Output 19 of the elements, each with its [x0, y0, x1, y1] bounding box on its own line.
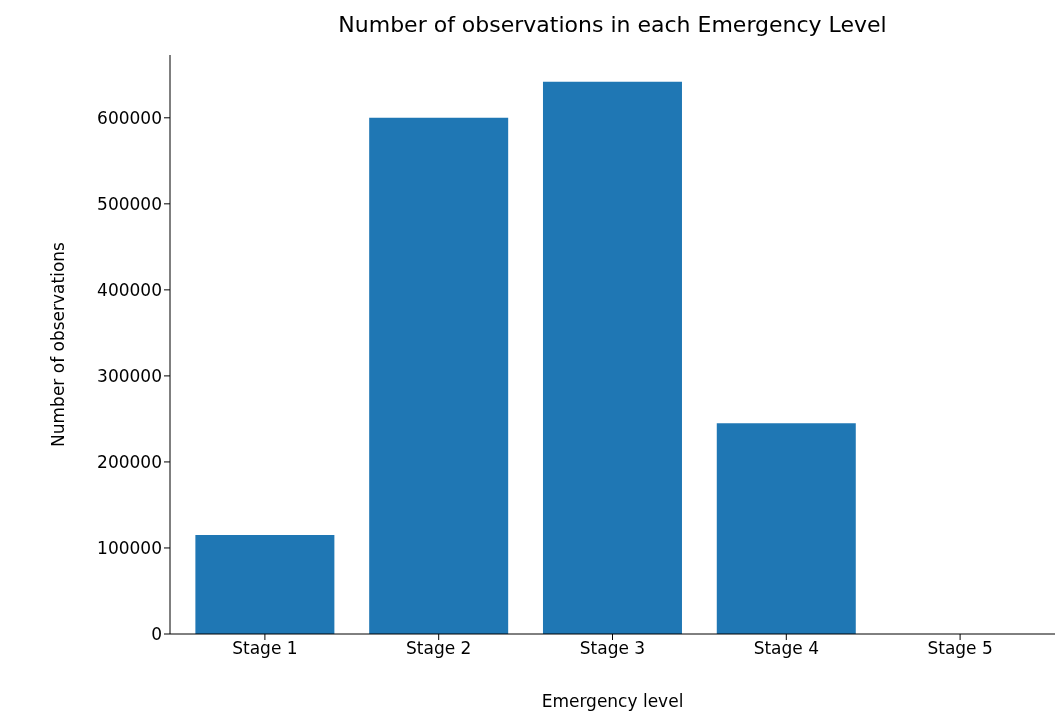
bar [716, 423, 856, 634]
bar [369, 117, 509, 634]
x-tick-label: Stage 3 [579, 638, 646, 659]
y-axis-title: Number of observations [48, 241, 69, 447]
x-tick-label: Stage 4 [753, 638, 819, 659]
bar [195, 535, 335, 634]
x-tick-label: Stage 2 [406, 638, 472, 659]
y-tick-label: 600000 [97, 107, 162, 128]
x-tick-label: Stage 1 [232, 638, 298, 659]
bar [542, 81, 682, 634]
y-tick-label: 100000 [97, 538, 162, 558]
y-tick-label: 500000 [97, 193, 162, 214]
x-axis-title: Emergency level [541, 691, 684, 711]
y-tick-label: 200000 [97, 451, 162, 472]
y-tick-label: 400000 [97, 279, 162, 300]
x-tick-label: Stage 5 [927, 638, 993, 659]
chart-title: Number of observations in each Emergency Level [337, 12, 888, 37]
y-tick-label: 0 [151, 624, 162, 645]
y-tick-label: 300000 [97, 365, 162, 386]
